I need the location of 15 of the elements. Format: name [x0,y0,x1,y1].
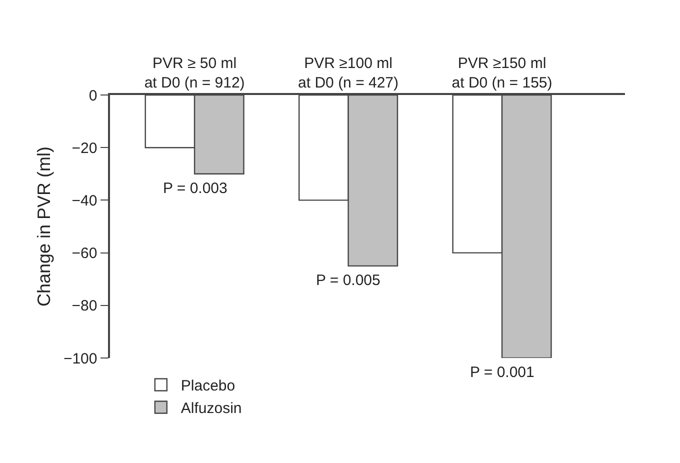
y-tick-label: −80 [72,298,98,315]
y-axis-title: Change in PVR (ml) [34,146,54,307]
legend-label: Placebo [180,378,236,395]
legend-label: Alfuzosin [180,400,242,418]
y-tick-label: −100 [63,350,98,368]
y-tick-label: −40 [72,192,98,210]
y-tick-label: −20 [72,140,98,157]
y-tick-label: 0 [88,87,98,104]
x-tick-label: PVR ≥ 50 ml at D0 (n = 912) [144,54,245,92]
x-tick-label: PVR ≥150 ml at D0 (n = 155) [452,54,552,92]
annotation: P = 0.001 [470,364,534,381]
annotation: P = 0.005 [316,272,380,289]
y-tick-label: −60 [72,245,98,262]
x-tick-label: PVR ≥100 ml at D0 (n = 427) [298,54,399,92]
annotation: P = 0.003 [163,180,228,197]
